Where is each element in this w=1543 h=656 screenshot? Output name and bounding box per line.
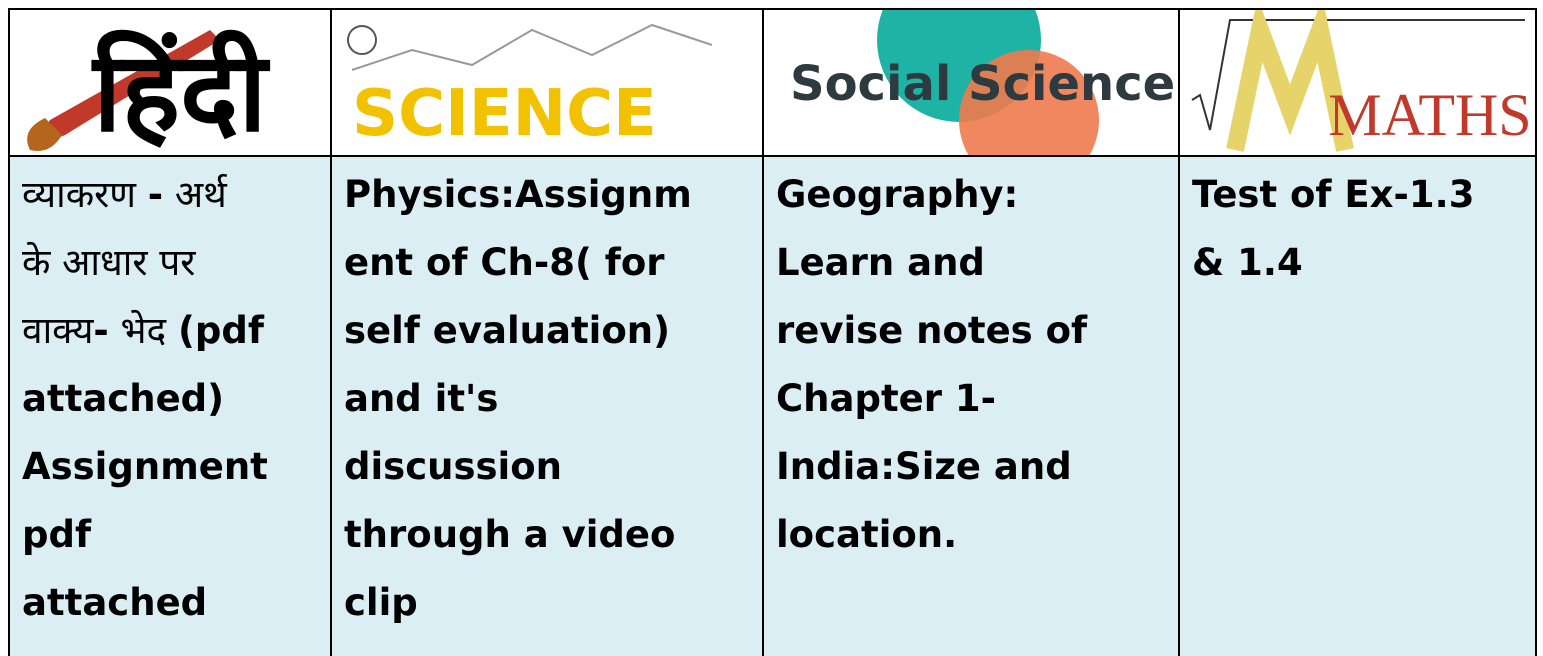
text-line: के आधार पर (22, 229, 330, 297)
text-line: & 1.4 (1192, 229, 1535, 297)
text-run: through a video (344, 513, 676, 556)
text-run: ent of Ch-8( for (344, 241, 665, 284)
text-line: self evaluation) (344, 297, 762, 365)
text-run: revise notes of (776, 309, 1088, 352)
text-line: वाक्य- भेद (pdf (22, 297, 330, 365)
text-line: व्याकरण - अर्थ (22, 161, 330, 229)
text-run: Physics:Assignm (344, 173, 692, 216)
text-run: Chapter 1- (776, 377, 996, 420)
cell: Physics:Assignm ent of Ch-8( for self eval… (330, 155, 764, 656)
text-line: Geography: (776, 161, 1178, 229)
header-cell: हिंदी (8, 8, 332, 157)
header-label: SCIENCE (352, 77, 657, 151)
text-run: & 1.4 (1192, 241, 1303, 284)
text-run: भेद (108, 309, 178, 352)
hindi-logo: हिंदी (27, 28, 270, 155)
text-line: through a video (344, 501, 762, 569)
text-line: Physics:Assignm (344, 161, 762, 229)
text-run: self evaluation) (344, 309, 670, 352)
circle (959, 50, 1099, 155)
text-run: location. (776, 513, 958, 556)
atom (347, 25, 377, 55)
text-run: attached (22, 581, 208, 624)
text-line: clip (344, 569, 762, 637)
text-run: attached) (22, 377, 225, 420)
header-label: Social Science (790, 56, 1175, 112)
text-line: India:Size and (776, 433, 1178, 501)
text-line: discussion (344, 433, 762, 501)
text-run: Assignment (22, 445, 268, 488)
text-run: (pdf (177, 309, 264, 352)
text-run: - (93, 309, 109, 352)
text-line: revise notes of (776, 297, 1178, 365)
text-run: वाक्य (22, 309, 94, 352)
text-line: Chapter 1- (776, 365, 1178, 433)
text-run: Test of Ex-1.3 (1192, 173, 1475, 216)
text-line: and it's (344, 365, 762, 433)
text-line: Assignment (22, 433, 330, 501)
header-label: हिंदी (91, 28, 270, 155)
brush (30, 30, 220, 150)
text-line: ent of Ch-8( for (344, 229, 762, 297)
text-run: India:Size and (776, 445, 1072, 488)
text-line: location. (776, 501, 1178, 569)
text-line: pdf (22, 501, 330, 569)
header-cell: SCIENCE (330, 8, 764, 157)
text-run: clip (344, 581, 418, 624)
header-cell: MATHS (1178, 8, 1537, 157)
text-run: व्याकरण (22, 173, 148, 216)
cell: Test of Ex-1.3 & 1.4 (1178, 155, 1537, 656)
ruler (1226, 10, 1354, 152)
decor (351, 23, 713, 71)
text-run: अर्थ (163, 173, 227, 216)
text-run: and it's (344, 377, 499, 420)
text-run: pdf (22, 513, 92, 556)
cell: Geography: Learn and revise notes of Chapte… (762, 155, 1180, 656)
text-run: - (147, 173, 164, 216)
text-line: attached) (22, 365, 330, 433)
text-line: Test of Ex-1.3 (1192, 161, 1535, 229)
text-run: के आधार पर (22, 241, 196, 284)
social-science-logo: Social Science (790, 10, 1175, 155)
science-logo: SCIENCE (347, 23, 713, 151)
root-sign (1191, 19, 1525, 131)
text-run: Learn and (776, 241, 985, 284)
maths-logo: MATHS (1191, 10, 1532, 152)
header-cell: Social Science (762, 8, 1180, 157)
text-line: Learn and (776, 229, 1178, 297)
text-line: attached (22, 569, 330, 637)
cell: व्याकरण - अर्थ के आधार पर वाक्य- भेद (pdf a… (8, 155, 332, 656)
text-run: Geography: (776, 173, 1019, 216)
text-run: discussion (344, 445, 562, 488)
brush-tip (27, 118, 62, 151)
header-label: MATHS (1328, 82, 1531, 148)
